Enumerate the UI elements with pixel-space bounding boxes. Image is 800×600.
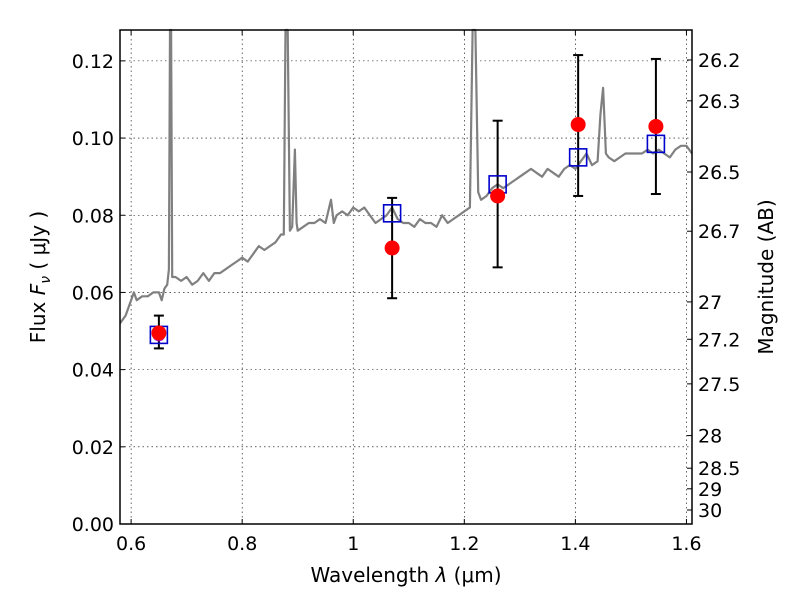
y-tick-label: 0.08 (72, 205, 114, 227)
x-tick-label: 0.6 (116, 533, 146, 555)
x-tick-label: 1.4 (560, 533, 590, 555)
observed-point (648, 118, 664, 134)
observed-point (490, 188, 506, 204)
magnitude-tick-label: 26.2 (698, 50, 740, 72)
y-axis-label-prefix: Flux (26, 295, 50, 343)
y-tick-label: 0.12 (72, 51, 114, 73)
y-tick-label: 0.06 (72, 282, 114, 304)
x-axis-label-prefix: Wavelength (310, 563, 435, 587)
x-tick-label: 1 (347, 533, 359, 555)
model-square (382, 204, 402, 223)
x-tick-label: 1.2 (449, 533, 479, 555)
observed-points (151, 117, 664, 341)
y-axis-ticks: 0.00 0.02 0.04 0.06 0.08 0.10 0.12 (72, 51, 125, 536)
magnitude-tick-label: 26.3 (698, 91, 740, 113)
x-axis-ticks: 0.6 0.8 1 1.2 1.4 1.6 (116, 30, 702, 555)
observed-point (384, 240, 400, 256)
x-axis-label-symbol: λ (434, 563, 447, 587)
model-square (568, 148, 588, 167)
y-tick-label: 0.00 (72, 514, 114, 536)
magnitude-tick-label: 27 (698, 292, 722, 314)
y-tick-label: 0.04 (72, 360, 114, 382)
y-tick-label: 0.02 (72, 437, 114, 459)
x-axis-label: Wavelength λ (μm) (310, 563, 501, 587)
y-axis-label-subscript: ν (38, 276, 54, 284)
y-axis-label-suffix: ( μJy ) (26, 211, 50, 276)
y-axis-label-symbol: F (26, 283, 50, 295)
observed-point (151, 325, 167, 341)
x-tick-label: 0.8 (227, 533, 257, 555)
magnitude-tick-label: 28 (698, 426, 722, 448)
x-axis-label-suffix: (μm) (447, 563, 501, 587)
magnitude-tick-label: 27.5 (698, 374, 740, 396)
magnitude-tick-label: 30 (698, 500, 722, 522)
observed-point (570, 117, 586, 133)
x-tick-label: 1.6 (671, 533, 701, 555)
y-axis-label: Flux Fν ( μJy ) (26, 211, 54, 343)
magnitude-tick-label: 27.2 (698, 329, 740, 351)
model-square (646, 134, 666, 154)
magnitude-tick-label: 29 (698, 479, 722, 501)
magnitude-tick-label: 28.5 (698, 458, 740, 480)
magnitude-tick-label: 26.5 (698, 162, 740, 184)
magnitude-tick-label: 26.7 (698, 221, 740, 243)
plot-background (120, 30, 692, 524)
plot-frame (119, 29, 693, 525)
y2-axis-label: Magnitude (AB) (754, 199, 778, 354)
y-tick-label: 0.10 (72, 128, 114, 150)
